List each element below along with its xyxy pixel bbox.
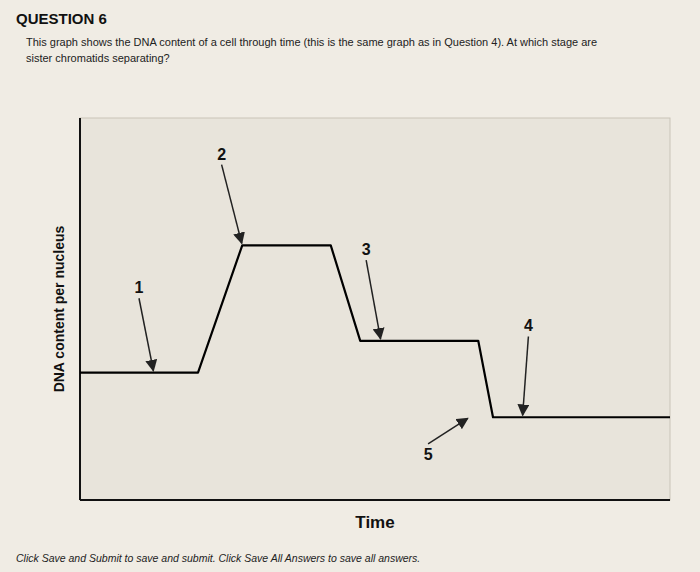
background (0, 0, 700, 572)
annotation-arrow (428, 418, 468, 444)
plot-area (80, 118, 670, 500)
annotation-arrow (139, 298, 153, 370)
x-axis (80, 499, 670, 501)
chart: QUESTION 6 This graph shows the DNA conte… (0, 0, 700, 572)
annotation-arrow (222, 165, 242, 244)
annotation-label: 5 (424, 446, 433, 463)
annotation-arrow (366, 260, 380, 339)
y-axis-label: DNA content per nucleus (51, 225, 67, 392)
footer: Click Save and Submit to save and submit… (16, 552, 420, 564)
series-group (80, 245, 670, 417)
annotation-arrow (523, 336, 529, 415)
x-axis-label: Time (355, 513, 394, 532)
title: QUESTION 6 (16, 10, 107, 27)
annotation-label: 1 (135, 279, 144, 296)
subtitle-line: sister chromatids separating? (26, 52, 170, 64)
annotation-label: 2 (217, 146, 226, 163)
annotation-label: 4 (524, 317, 533, 334)
subtitle-line: This graph shows the DNA content of a ce… (26, 36, 597, 48)
subtitle: This graph shows the DNA content of a ce… (26, 36, 597, 64)
annotation-label: 3 (362, 241, 371, 258)
data-line (80, 245, 670, 417)
y-axis (79, 118, 81, 500)
